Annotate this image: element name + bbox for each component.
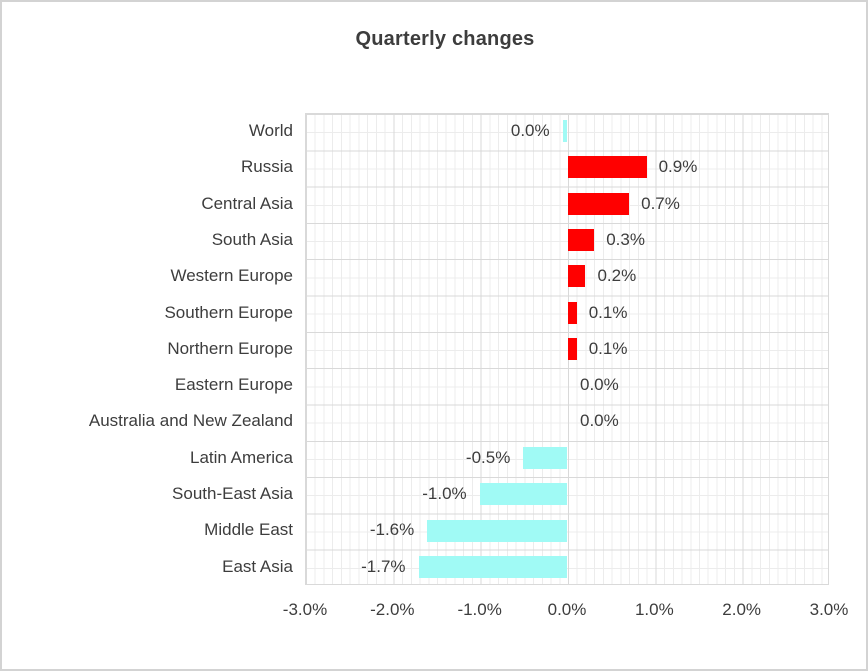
bar-middle-east (427, 519, 567, 542)
data-label: -1.6% (369, 520, 415, 540)
data-label: 0.7% (641, 193, 680, 213)
category-label: South Asia (211, 229, 293, 249)
plot-area (305, 113, 829, 585)
x-axis-tick-label: -2.0% (370, 600, 415, 619)
x-axis-tick-label: 1.0% (634, 600, 674, 619)
chart-title: Quarterly changes (355, 28, 535, 50)
category-label: World (248, 121, 293, 140)
bar-northern-europe (568, 338, 577, 360)
bar-western-europe (568, 265, 586, 288)
category-label: Middle East (204, 520, 293, 540)
category-label: Northern Europe (167, 338, 293, 358)
bar-russia (568, 156, 647, 179)
category-label: Central Asia (201, 193, 293, 213)
data-label: -0.5% (465, 447, 511, 467)
x-axis-tick-label: 2.0% (722, 600, 762, 619)
x-axis-tick-label: -1.0% (457, 600, 502, 619)
category-label: Eastern Europe (174, 375, 293, 395)
x-axis-tick-label: 0.0% (547, 600, 587, 619)
data-label: 0.2% (597, 266, 637, 286)
bar-south-east-asia (479, 483, 567, 506)
category-label: East Asia (222, 556, 293, 576)
bar-central-asia (568, 192, 630, 215)
category-label: Western Europe (170, 266, 293, 286)
category-label: Latin America (190, 447, 293, 467)
data-label: 0.1% (588, 302, 628, 322)
data-label: 0.0% (580, 375, 619, 395)
bar-east-asia (418, 555, 567, 578)
data-label: 0.1% (588, 338, 628, 358)
data-label: -1.0% (422, 484, 467, 504)
data-label: 0.0% (580, 411, 619, 431)
data-label: 0.9% (658, 157, 698, 177)
data-label: 0.0% (510, 121, 550, 140)
bar-world (562, 120, 567, 143)
bar-south-asia (568, 229, 595, 252)
x-axis-tick-label: 3.0% (809, 600, 849, 619)
category-label: Australia and New Zealand (88, 411, 293, 431)
data-label: 0.3% (606, 229, 645, 249)
category-label: Southern Europe (164, 302, 293, 322)
category-label: Russia (241, 157, 293, 177)
x-axis-tick-label: -3.0% (282, 600, 328, 619)
data-label: -1.7% (361, 556, 406, 576)
bar-latin-america (523, 446, 567, 469)
bar-southern-europe (568, 301, 577, 324)
category-label: South-East Asia (172, 484, 293, 504)
